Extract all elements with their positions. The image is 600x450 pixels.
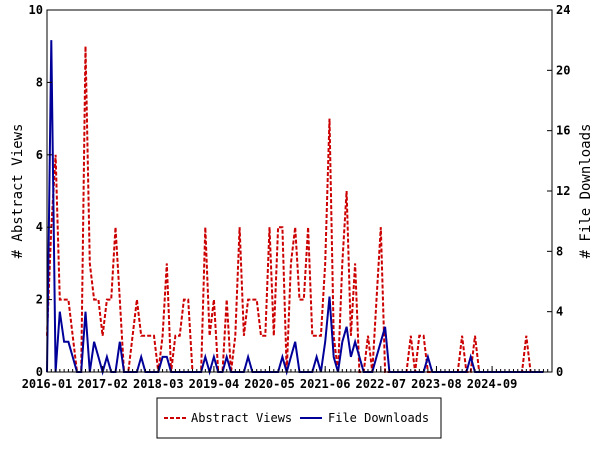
left-axis: 0 2 4 6 8 10 xyxy=(29,3,52,379)
plot-background xyxy=(47,10,552,372)
right-tick-label: 4 xyxy=(556,305,563,319)
left-tick-label: 4 xyxy=(36,220,43,234)
x-tick-label: 2017-02 xyxy=(77,377,128,391)
series-line-abstract-views xyxy=(46,46,544,373)
legend: Abstract Views File Downloads xyxy=(156,397,442,439)
x-tick-label: 2020-05 xyxy=(244,377,295,391)
x-axis: 2016-01 2017-02 2018-03 2019-04 2020-05 2021-… xyxy=(22,366,553,391)
left-tick-label: 0 xyxy=(36,365,43,379)
x-tick-label: 2022-07 xyxy=(356,377,407,391)
x-tick-label: 2016-01 xyxy=(22,377,73,391)
right-axis: 0 4 8 12 16 20 24 xyxy=(547,3,570,379)
left-tick-label: 8 xyxy=(36,75,43,89)
left-tick-label: 6 xyxy=(36,148,43,162)
right-tick-label: 20 xyxy=(556,63,570,77)
right-tick-label: 0 xyxy=(556,365,563,379)
right-tick-label: 24 xyxy=(556,3,570,17)
legend-box xyxy=(156,397,442,439)
y2-axis-title: # File Downloads xyxy=(578,124,594,259)
y-axis-title: # Abstract Views xyxy=(10,124,26,259)
left-tick-label: 10 xyxy=(29,3,43,17)
legend-label-file-downloads: File Downloads xyxy=(328,411,429,425)
left-tick-label: 2 xyxy=(36,293,43,307)
x-tick-label: 2024-09 xyxy=(467,377,518,391)
x-tick-label: 2021-06 xyxy=(300,377,351,391)
x-tick-label: 2023-08 xyxy=(411,377,462,391)
right-tick-label: 12 xyxy=(556,184,570,198)
right-tick-label: 16 xyxy=(556,124,570,138)
legend-label-abstract-views: Abstract Views xyxy=(191,411,292,425)
x-tick-label: 2019-04 xyxy=(189,377,240,391)
x-tick-label: 2018-03 xyxy=(133,377,184,391)
right-tick-label: 8 xyxy=(556,244,563,258)
